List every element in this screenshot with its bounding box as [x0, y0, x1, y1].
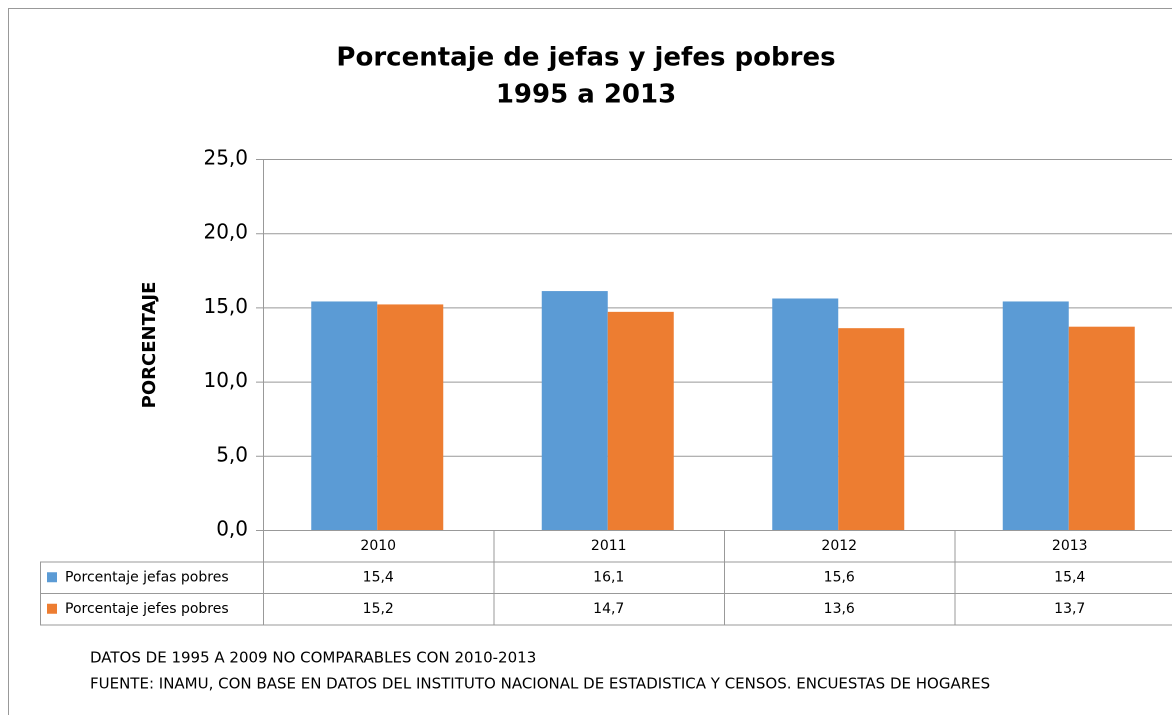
chart-title: Porcentaje de jefas y jefes pobres — [336, 43, 835, 73]
table-value: 13,6 — [824, 601, 855, 617]
note: DATOS DE 1995 A 2009 NO COMPARABLES CON … — [90, 649, 536, 667]
note: FUENTE: INAMU, CON BASE EN DATOS DEL INS… — [90, 675, 990, 693]
bar — [1002, 301, 1069, 530]
chart-subtitle: 1995 a 2013 — [496, 80, 676, 110]
y-tick-label: 15,0 — [203, 294, 248, 318]
table-value: 14,7 — [593, 601, 624, 617]
y-tick-label: 10,0 — [203, 368, 248, 392]
legend-label: Porcentaje jefas pobres — [65, 569, 229, 585]
bar — [607, 311, 674, 530]
table-value: 15,4 — [363, 569, 394, 585]
y-axis-label: PORCENTAJE — [139, 282, 160, 409]
y-tick-label: 25,0 — [203, 146, 248, 170]
table-value: 15,2 — [363, 601, 394, 617]
table-value: 15,4 — [1054, 569, 1085, 585]
table-value: 16,1 — [593, 569, 624, 585]
x-tick-label: 2012 — [821, 538, 857, 554]
legend-label: Porcentaje jefes pobres — [65, 601, 229, 617]
x-tick-label: 2011 — [591, 538, 627, 554]
y-tick-label: 5,0 — [216, 442, 248, 466]
table-value: 15,6 — [824, 569, 855, 585]
bar — [1068, 326, 1135, 530]
bar — [838, 328, 905, 530]
bar — [772, 298, 839, 530]
table-value: 13,7 — [1054, 601, 1085, 617]
y-tick-label: 20,0 — [203, 220, 248, 244]
x-tick-label: 2010 — [360, 538, 396, 554]
bar — [377, 304, 444, 530]
bar — [541, 291, 608, 530]
bar — [311, 301, 378, 530]
legend-swatch — [47, 603, 57, 614]
y-tick-label: 0,0 — [216, 517, 248, 541]
legend-swatch — [47, 572, 57, 583]
x-tick-label: 2013 — [1052, 538, 1088, 554]
